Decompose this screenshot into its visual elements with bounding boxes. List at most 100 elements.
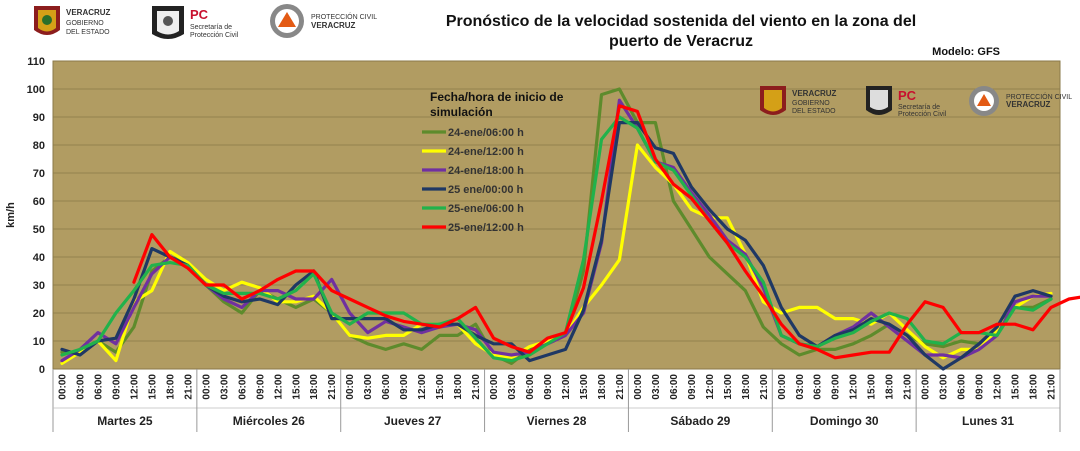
y-tick-label: 70 (33, 168, 45, 180)
x-tick-label: 12:00 (849, 374, 860, 400)
x-tick-label: 03:00 (363, 374, 374, 400)
plot-proteccion-emblem-icon (969, 86, 999, 116)
x-tick-label: 12:00 (561, 374, 572, 400)
series-lines (60, 87, 1080, 371)
plot-pc-line2: Protección Civil (898, 111, 947, 118)
legend-entry-2: 24-ene/18:00 h (448, 165, 524, 177)
x-tick-label: 21:00 (183, 374, 194, 400)
x-tick-label: 03:00 (651, 374, 662, 400)
x-tick-label: 15:00 (435, 374, 446, 400)
x-tick-label: 12:00 (417, 374, 428, 400)
legend-title-line2: simulación (430, 105, 493, 119)
x-tick-label: 21:00 (471, 374, 482, 400)
x-tick-label: 06:00 (813, 374, 824, 400)
y-tick-label: 60 (33, 196, 45, 208)
x-tick-label: 09:00 (975, 374, 986, 400)
day-label: Lunes 31 (962, 414, 1014, 428)
x-tick-label: 15:00 (147, 374, 158, 400)
veracruz-logo-name: VERACRUZ (66, 8, 111, 17)
x-tick-label: 09:00 (687, 374, 698, 400)
x-tick-label: 21:00 (1047, 374, 1058, 400)
veracruz-logo-line1: GOBIERNO (66, 20, 104, 27)
veracruz-crest-icon (34, 6, 60, 35)
x-tick-label: 18:00 (597, 374, 608, 400)
legend-entry-1: 24-ene/12:00 h (448, 146, 524, 158)
x-tick-label: 00:00 (921, 374, 932, 400)
series-line-5 (132, 104, 1080, 360)
x-tick-label: 09:00 (255, 374, 266, 400)
pc-shield-icon (152, 6, 184, 39)
legend-entry-3: 25 ene/00:00 h (448, 184, 523, 196)
x-tick-label: 15:00 (723, 374, 734, 400)
x-tick-label: 00:00 (345, 374, 356, 400)
y-tick-label: 50 (33, 224, 45, 236)
plot-veracruz-crest-icon (760, 86, 786, 115)
y-tick-label: 110 (27, 56, 45, 68)
plot-pc-line1: Secretaría de (898, 104, 940, 111)
x-tick-label: 15:00 (291, 374, 302, 400)
x-tick-label: 09:00 (399, 374, 410, 400)
x-tick-label: 03:00 (507, 374, 518, 400)
day-label: Viernes 28 (527, 414, 587, 428)
proteccion-civil-emblem-icon (270, 4, 304, 38)
x-tick-label: 00:00 (633, 374, 644, 400)
x-tick-label: 09:00 (543, 374, 554, 400)
proteccion-civil-logo-line2: VERACRUZ (311, 21, 356, 30)
x-tick-label: 00:00 (201, 374, 212, 400)
x-tick-label: 21:00 (615, 374, 626, 400)
y-tick-label: 10 (33, 336, 45, 348)
x-tick-label: 03:00 (795, 374, 806, 400)
x-tick-label: 06:00 (957, 374, 968, 400)
veracruz-logo: VERACRUZ GOBIERNO DEL ESTADO (34, 6, 111, 36)
legend-entry-4: 25-ene/06:00 h (448, 203, 524, 215)
x-tick-label: 00:00 (489, 374, 500, 400)
veracruz-logo-line2: DEL ESTADO (66, 29, 110, 36)
plot-pc-shield-icon (866, 86, 892, 115)
day-label: Jueves 27 (384, 414, 442, 428)
plot-veracruz-line1: GOBIERNO (792, 100, 830, 107)
x-tick-label: 09:00 (831, 374, 842, 400)
x-tick-label: 18:00 (1029, 374, 1040, 400)
chart-title-line1: Pronóstico de la velocidad sostenida del… (446, 13, 916, 30)
x-tick-label: 18:00 (741, 374, 752, 400)
pc-logo-name: PC (190, 7, 209, 22)
x-tick-label: 00:00 (777, 374, 788, 400)
chart-title-line2: puerto de Veracruz (609, 33, 753, 50)
x-tick-label: 21:00 (759, 374, 770, 400)
pc-logo-line1: Secretaría de (190, 24, 232, 31)
x-tick-label: 18:00 (309, 374, 320, 400)
x-tick-label: 12:00 (273, 374, 284, 400)
x-tick-label: 03:00 (219, 374, 230, 400)
x-tick-label: 18:00 (885, 374, 896, 400)
plot-proteccion-line2: VERACRUZ (1006, 100, 1051, 109)
y-tick-label: 80 (33, 140, 45, 152)
x-tick-label: 06:00 (525, 374, 536, 400)
x-tick-label: 15:00 (579, 374, 590, 400)
day-label: Domingo 30 (810, 414, 879, 428)
y-axis-ticks: 0 10 20 30 40 50 60 70 80 90 100 110 (27, 56, 45, 376)
x-tick-label: 09:00 (111, 374, 122, 400)
y-tick-label: 100 (27, 84, 45, 96)
series-line-4 (60, 115, 1053, 363)
x-tick-label: 06:00 (237, 374, 248, 400)
plot-pc-name: PC (898, 88, 917, 103)
legend-title-line1: Fecha/hora de inicio de (430, 90, 564, 104)
y-tick-label: 30 (33, 280, 45, 292)
x-tick-label: 06:00 (381, 374, 392, 400)
day-label: Miércoles 26 (233, 414, 305, 428)
x-tick-label: 12:00 (993, 374, 1004, 400)
x-tick-label: 21:00 (327, 374, 338, 400)
x-tick-label: 21:00 (903, 374, 914, 400)
x-tick-label: 06:00 (669, 374, 680, 400)
y-tick-label: 0 (39, 364, 45, 376)
model-label: Modelo: GFS (932, 46, 1000, 58)
x-tick-label: 03:00 (939, 374, 950, 400)
x-tick-label: 18:00 (453, 374, 464, 400)
legend-entry-0: 24-ene/06:00 h (448, 127, 524, 139)
x-tick-label: 15:00 (1011, 374, 1022, 400)
x-tick-label: 06:00 (93, 374, 104, 400)
x-tick-label: 15:00 (867, 374, 878, 400)
legend: Fecha/hora de inicio de simulación 24-en… (422, 90, 564, 234)
plot-watermark-logos: VERACRUZ GOBIERNO DEL ESTADO PC Secretar… (760, 86, 1072, 118)
